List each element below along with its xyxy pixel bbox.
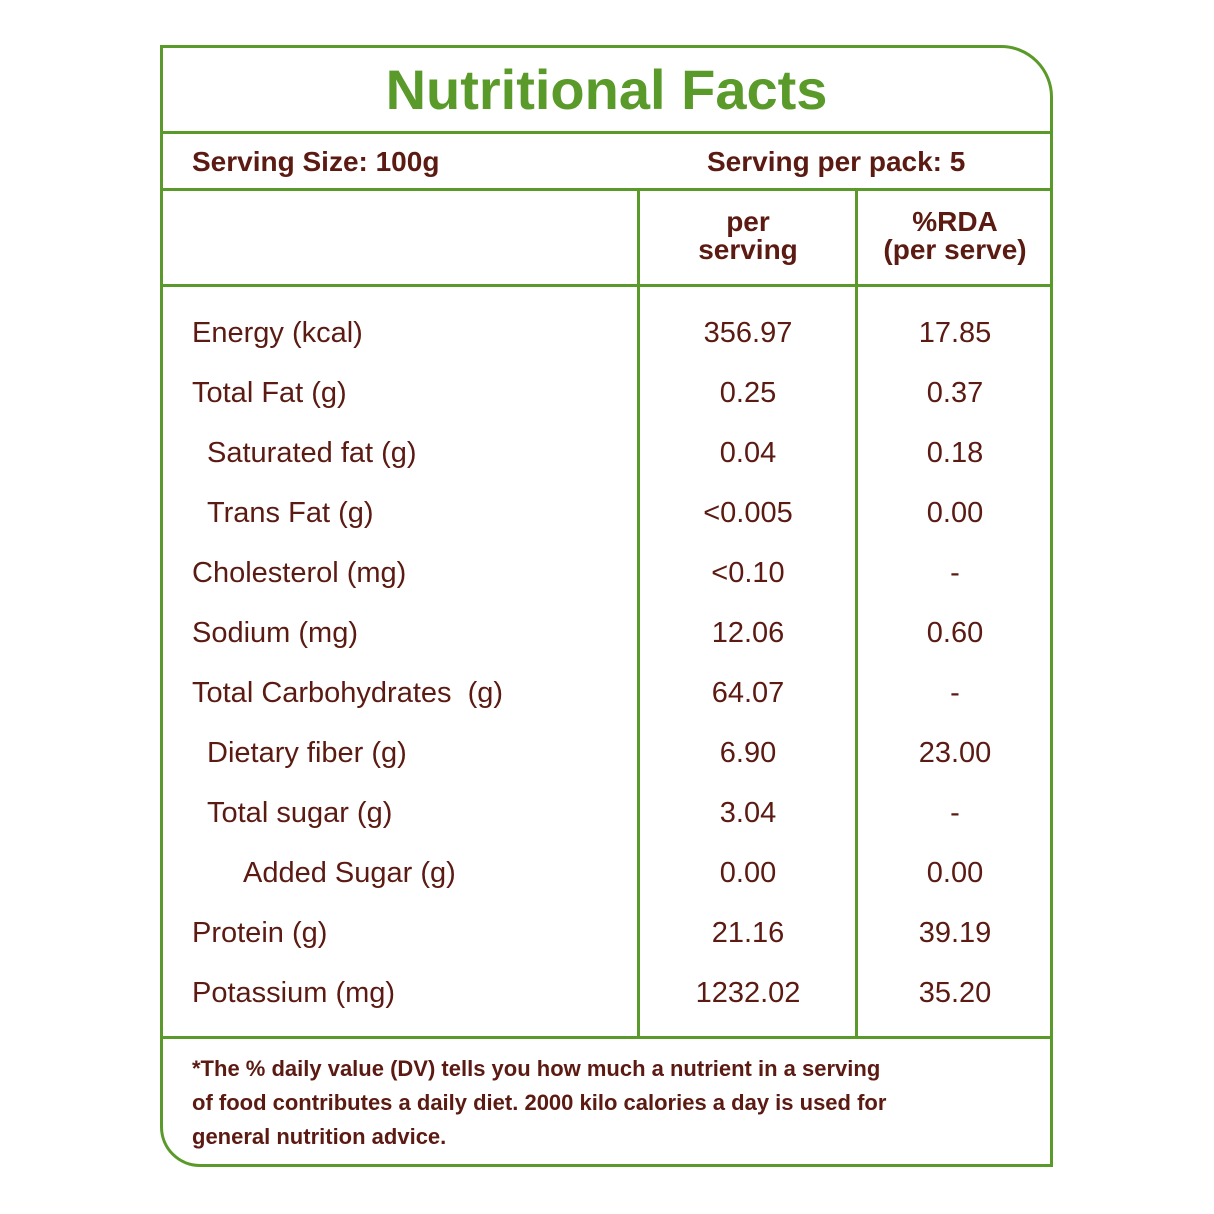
column-header: per serving — [640, 208, 856, 264]
nutrient-row: Added Sugar (g) 0.00 0.00 — [0, 853, 1214, 893]
nutrient: Total sugar (g) — [207, 797, 393, 829]
rda: 39.19 — [918, 917, 992, 949]
footnote: *The % daily value (DV) tells you how mu… — [192, 1052, 886, 1154]
nutrient-row: Energy (kcal) 356.97 17.85 — [0, 313, 1214, 353]
per-serving: 64.07 — [711, 677, 785, 709]
header-line: serving — [698, 234, 798, 265]
rda: - — [950, 797, 960, 829]
nutrient: Potassium (mg) — [192, 977, 396, 1009]
rda: 35.20 — [918, 977, 992, 1009]
servings-per-pack: Serving per pack: 5 — [707, 146, 966, 177]
nutrient: Protein (g) — [192, 917, 328, 949]
divider — [160, 131, 1053, 134]
header-line: %RDA — [912, 206, 998, 237]
rda: 23.00 — [918, 737, 992, 769]
per-serving: <0.10 — [711, 557, 785, 589]
rda: 0.00 — [926, 497, 984, 529]
divider — [160, 1036, 1053, 1039]
rda: 0.18 — [926, 437, 984, 469]
per-serving: 12.06 — [711, 617, 785, 649]
per-serving: 21.16 — [711, 917, 785, 949]
column-header: %RDA (per serve) — [859, 208, 1051, 264]
rda: 0.37 — [926, 377, 984, 409]
per-serving: 0.04 — [719, 437, 777, 469]
rda: - — [950, 557, 960, 589]
per-serving: 0.00 — [719, 857, 777, 889]
nutrient-row: Saturated fat (g) 0.04 0.18 — [0, 433, 1214, 473]
nutrient-row: Total sugar (g) 3.04 - — [0, 793, 1214, 833]
column-divider — [855, 190, 858, 1038]
per-serving: 356.97 — [703, 317, 793, 349]
label-frame — [160, 45, 1053, 1167]
nutrient: Energy (kcal) — [192, 317, 363, 349]
footnote-line: general nutrition advice. — [192, 1124, 447, 1149]
header-line: (per serve) — [883, 234, 1027, 265]
nutrient: Sodium (mg) — [192, 617, 358, 649]
nutrient-row: Potassium (mg) 1232.02 35.20 — [0, 973, 1214, 1013]
divider — [160, 284, 1053, 287]
column-divider — [637, 190, 640, 1038]
nutrient-row: Total Fat (g) 0.25 0.37 — [0, 373, 1214, 413]
title: Nutritional Facts — [385, 58, 828, 121]
per-serving: 0.25 — [719, 377, 777, 409]
nutrient-row: Cholesterol (mg) <0.10 - — [0, 553, 1214, 593]
nutrient: Dietary fiber (g) — [207, 737, 407, 769]
nutrient: Saturated fat (g) — [207, 437, 417, 469]
footnote-line: *The % daily value (DV) tells you how mu… — [192, 1056, 881, 1081]
divider — [160, 188, 1053, 191]
rda: - — [950, 677, 960, 709]
nutrient: Total Carbohydrates (g) — [192, 677, 504, 709]
nutrient-row: Trans Fat (g) <0.005 0.00 — [0, 493, 1214, 533]
rda: 0.00 — [926, 857, 984, 889]
nutrient-row: Total Carbohydrates (g) 64.07 - — [0, 673, 1214, 713]
nutrient: Added Sugar (g) — [243, 857, 456, 889]
per-serving: 6.90 — [719, 737, 777, 769]
per-serving: <0.005 — [703, 497, 793, 529]
nutrient: Cholesterol (mg) — [192, 557, 407, 589]
nutrient: Total Fat (g) — [192, 377, 347, 409]
nutrient-row: Sodium (mg) 12.06 0.60 — [0, 613, 1214, 653]
per-serving: 3.04 — [719, 797, 777, 829]
rda: 0.60 — [926, 617, 984, 649]
nutrient-row: Protein (g) 21.16 39.19 — [0, 913, 1214, 953]
serving-size: Serving Size: 100g — [192, 146, 440, 177]
per-serving: 1232.02 — [695, 977, 801, 1009]
header-line: per — [726, 206, 770, 237]
nutrient-row: Dietary fiber (g) 6.90 23.00 — [0, 733, 1214, 773]
rda: 17.85 — [918, 317, 992, 349]
nutrient: Trans Fat (g) — [207, 497, 374, 529]
footnote-line: of food contributes a daily diet. 2000 k… — [192, 1090, 887, 1115]
